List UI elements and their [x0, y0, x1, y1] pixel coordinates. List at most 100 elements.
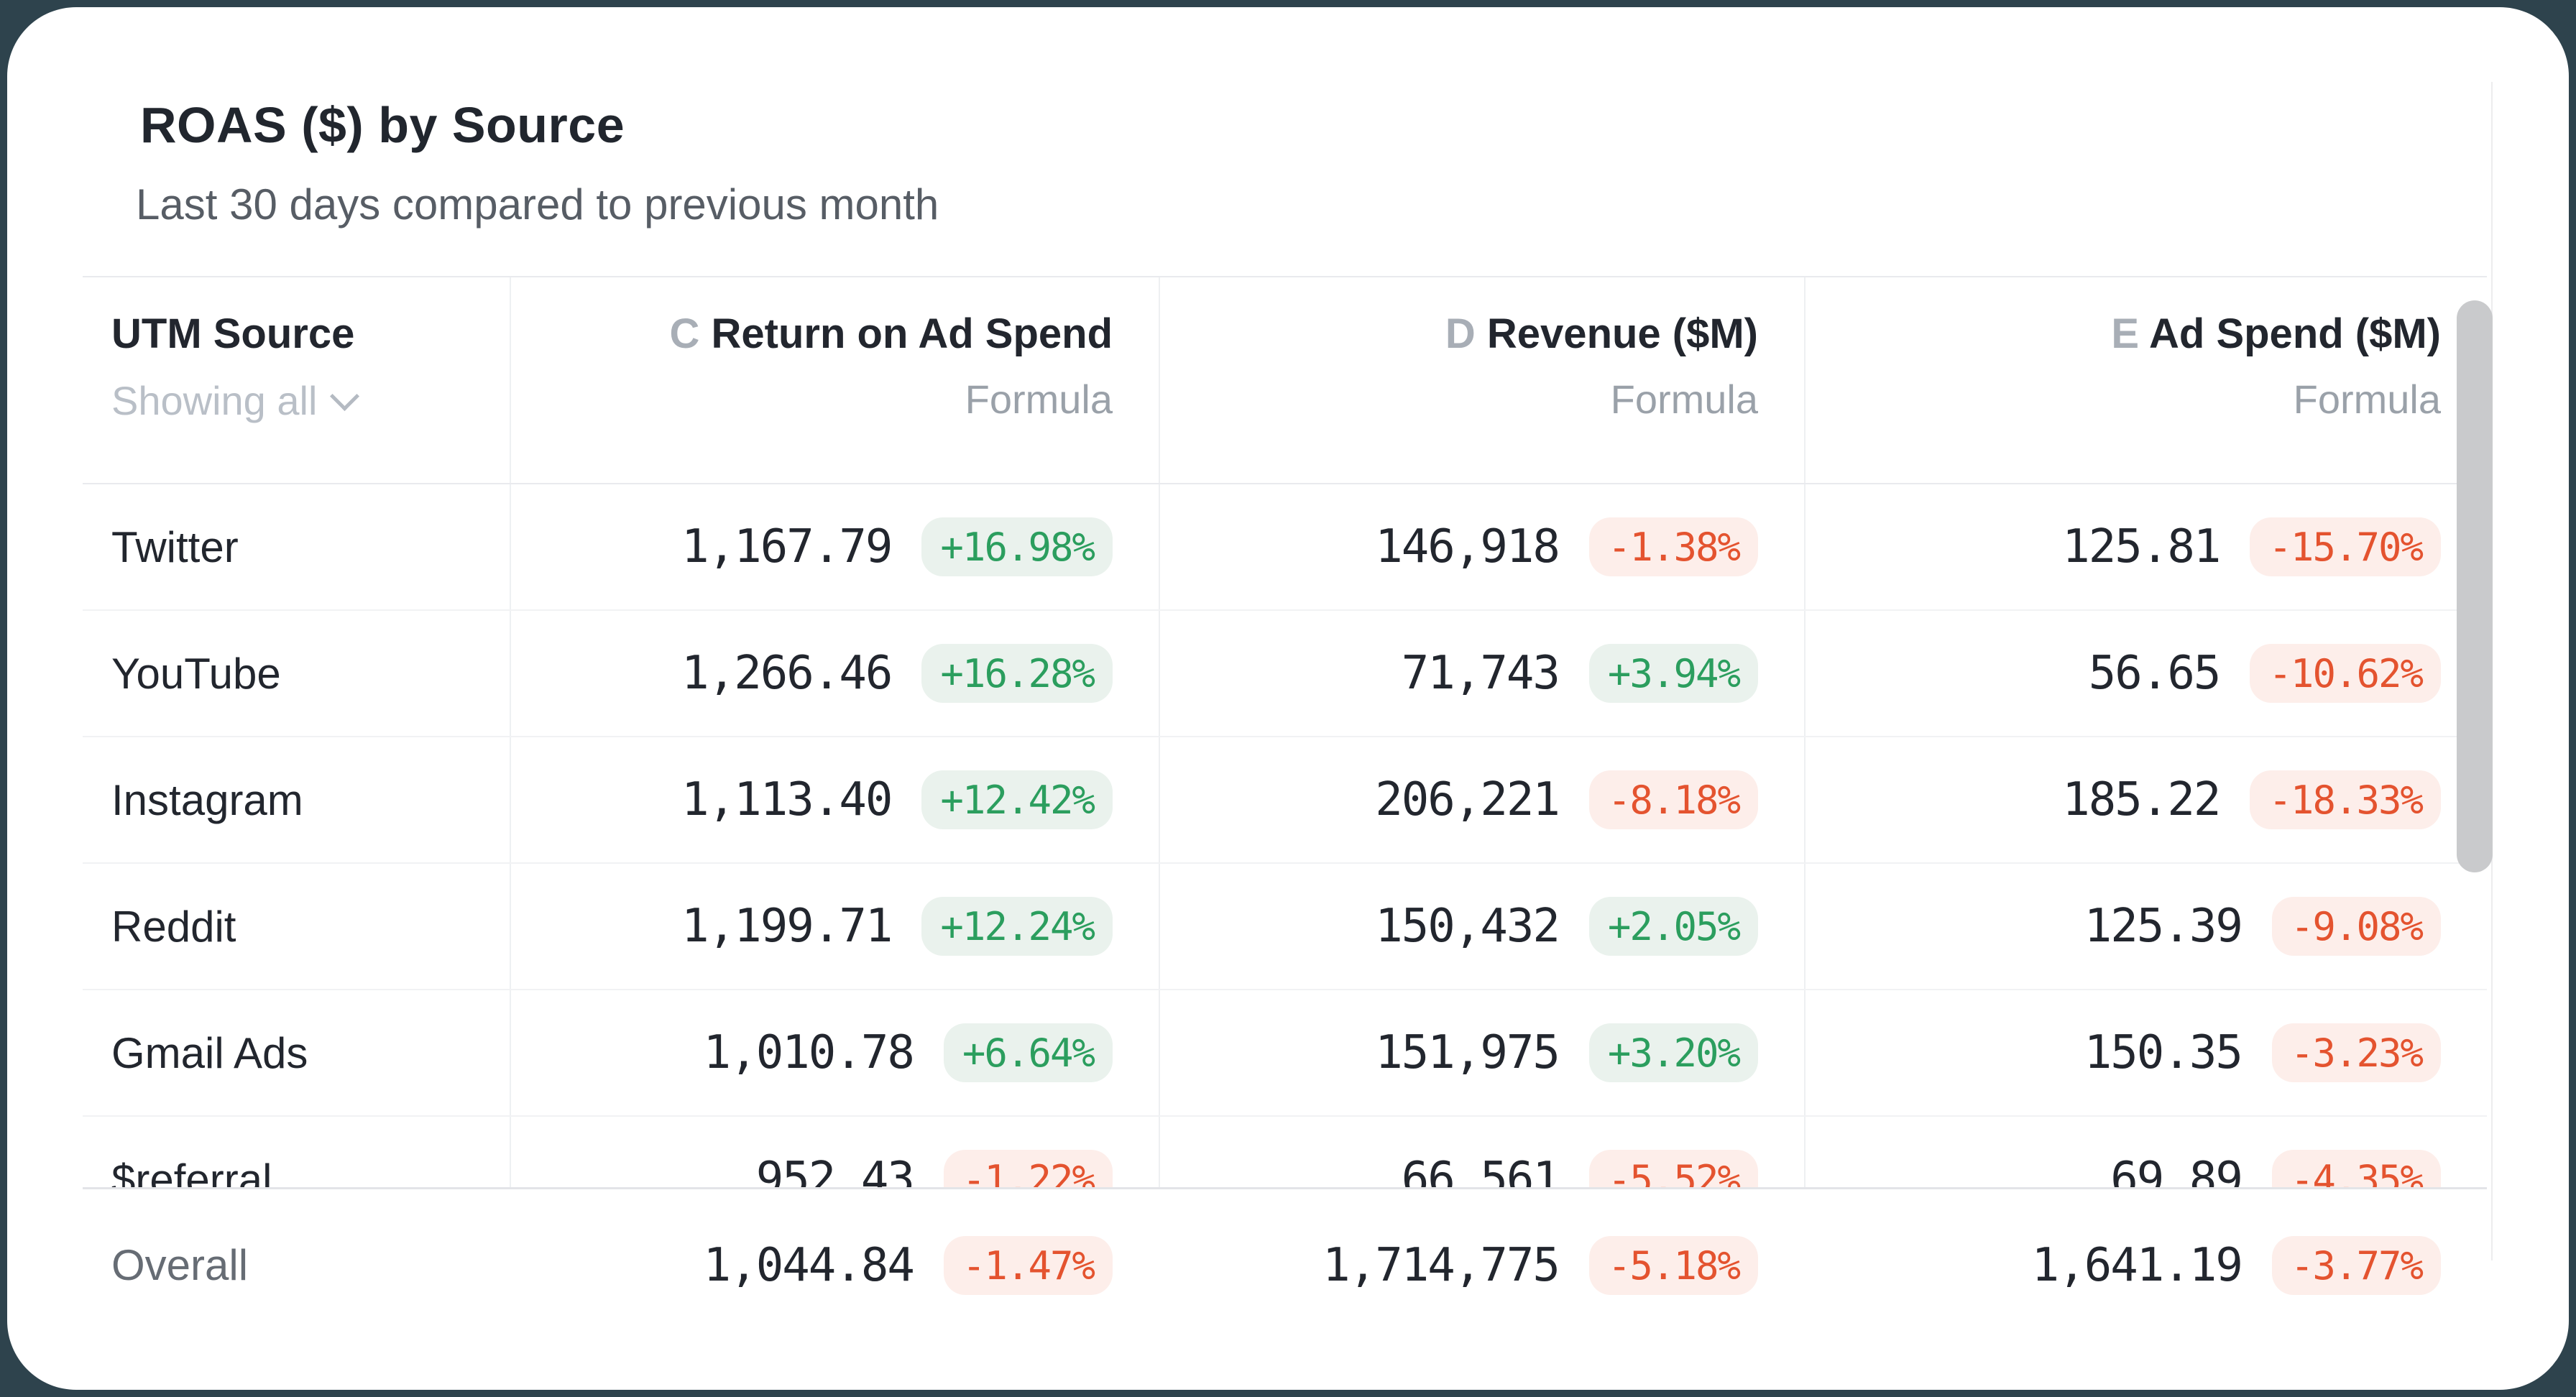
cell-value: 150.35 — [2084, 1026, 2243, 1079]
cell-revenue: 71,743 +3.94% — [1159, 611, 1804, 736]
delta-badge: -1.38% — [1588, 517, 1758, 576]
cell-revenue: 206,221 -8.18% — [1159, 737, 1804, 862]
cell-value: 1,167.79 — [681, 520, 893, 573]
cell-revenue: 146,918 -1.38% — [1159, 484, 1804, 609]
cell-ad-spend: 185.22 -18.33% — [1804, 737, 2487, 862]
table-body-viewport[interactable]: Twitter 1,167.79 +16.98% 146,918 -1.38% 12… — [83, 484, 2487, 1187]
cell-value: 66,561 — [1401, 1153, 1560, 1187]
roas-table: UTM Source Showing all C Return on Ad Sp… — [83, 276, 2487, 1341]
summary-row-label: Overall — [111, 1241, 249, 1289]
cell-ad-spend: 69.89 -4.35% — [1804, 1117, 2487, 1187]
column-letter: E — [2111, 310, 2140, 357]
page-subtitle: Last 30 days compared to previous month — [136, 180, 939, 229]
column-header-label: E Ad Spend ($M) — [1806, 310, 2441, 358]
cell-value: 1,044.84 — [703, 1238, 915, 1292]
source-filter-label: Showing all — [111, 378, 318, 423]
table-header-row: UTM Source Showing all C Return on Ad Sp… — [83, 276, 2487, 484]
delta-badge: -5.52% — [1588, 1150, 1758, 1187]
delta-badge: +12.24% — [921, 897, 1113, 956]
delta-badge: -18.33% — [2250, 770, 2441, 829]
delta-badge: -3.23% — [2271, 1023, 2441, 1082]
delta-badge: +3.20% — [1588, 1023, 1758, 1082]
card-header: ROAS ($) by Source Last 30 days compared… — [7, 7, 2569, 227]
column-header-label: UTM Source — [111, 310, 355, 357]
vertical-scrollbar-thumb[interactable] — [2457, 300, 2493, 872]
delta-badge: -9.08% — [2271, 897, 2441, 956]
cell-revenue: 151,975 +3.20% — [1159, 990, 1804, 1115]
cell-ad-spend: 56.65 -10.62% — [1804, 611, 2487, 736]
cell-revenue: 150,432 +2.05% — [1159, 864, 1804, 989]
column-letter: C — [669, 310, 700, 357]
table-row-gmail-ads: Gmail Ads 1,010.78 +6.64% 151,975 +3.20% 1… — [83, 990, 2487, 1117]
delta-badge: -5.18% — [1588, 1235, 1758, 1295]
cell-roas: 1,010.78 +6.64% — [510, 990, 1159, 1115]
cell-value: 125.81 — [2062, 520, 2221, 573]
cell-roas: 1,167.79 +16.98% — [510, 484, 1159, 609]
delta-badge: +12.42% — [921, 770, 1113, 829]
row-label: YouTube — [111, 649, 281, 698]
delta-badge: +3.94% — [1588, 644, 1758, 703]
table-row-referral: $referral 952.43 -1.22% 66,561 -5.52% 69.8… — [83, 1117, 2487, 1187]
row-label: $referral — [111, 1155, 272, 1188]
cell-roas: 1,113.40 +12.42% — [510, 737, 1159, 862]
cell-value: 125.39 — [2084, 900, 2243, 953]
table-row-instagram: Instagram 1,113.40 +12.42% 206,221 -8.18% … — [83, 737, 2487, 864]
formula-label: Formula — [1610, 377, 1758, 422]
row-label: Instagram — [111, 775, 303, 824]
delta-badge: +16.28% — [921, 644, 1113, 703]
cell-value: 146,918 — [1375, 520, 1560, 573]
column-name: Ad Spend ($M) — [2149, 310, 2441, 357]
cell-value: 1,266.46 — [681, 647, 893, 700]
delta-badge: -4.35% — [2271, 1150, 2441, 1187]
column-header-revenue[interactable]: D Revenue ($M) Formula — [1159, 277, 1804, 483]
delta-badge: +6.64% — [943, 1023, 1113, 1082]
cell-value: 1,199.71 — [681, 900, 893, 953]
cell-value: 1,113.40 — [681, 773, 893, 826]
delta-badge: -8.18% — [1588, 770, 1758, 829]
cell-value: 952.43 — [755, 1153, 915, 1187]
cell-ad-spend: 125.39 -9.08% — [1804, 864, 2487, 989]
delta-badge: -10.62% — [2250, 644, 2441, 703]
summary-cell-revenue: 1,714,775 -5.18% — [1159, 1189, 1804, 1341]
column-header-utm-source: UTM Source Showing all — [83, 277, 510, 483]
cell-value: 1,641.19 — [2031, 1238, 2243, 1292]
cell-value: 1,010.78 — [703, 1026, 915, 1079]
cell-value: 56.65 — [2088, 647, 2222, 700]
row-label: Twitter — [111, 522, 239, 571]
column-header-return-on-ad-spend[interactable]: C Return on Ad Spend Formula — [510, 277, 1159, 483]
column-header-label: C Return on Ad Spend — [511, 310, 1113, 358]
column-name: Return on Ad Spend — [711, 310, 1113, 357]
delta-badge: +16.98% — [921, 517, 1113, 576]
cell-ad-spend: 125.81 -15.70% — [1804, 484, 2487, 609]
page-title: ROAS ($) by Source — [140, 97, 625, 153]
delta-badge: -1.47% — [943, 1235, 1113, 1295]
cell-roas: 1,266.46 +16.28% — [510, 611, 1159, 736]
delta-badge: -1.22% — [943, 1150, 1113, 1187]
column-letter: D — [1445, 310, 1476, 357]
column-header-label: D Revenue ($M) — [1160, 310, 1758, 358]
formula-label: Formula — [965, 377, 1113, 422]
cell-value: 150,432 — [1375, 900, 1560, 953]
cell-ad-spend: 150.35 -3.23% — [1804, 990, 2487, 1115]
table-row-twitter: Twitter 1,167.79 +16.98% 146,918 -1.38% 12… — [83, 484, 2487, 611]
summary-cell-ad-spend: 1,641.19 -3.77% — [1804, 1189, 2487, 1341]
formula-label: Formula — [2293, 377, 2441, 422]
roas-widget-card: ROAS ($) by Source Last 30 days compared… — [7, 7, 2569, 1390]
cell-value: 1,714,775 — [1322, 1238, 1560, 1292]
table-summary-row: Overall 1,044.84 -1.47% 1,714,775 -5.18% 1… — [83, 1187, 2487, 1341]
source-filter-dropdown[interactable]: Showing all — [111, 378, 360, 423]
row-label: Reddit — [111, 902, 236, 951]
cell-value: 185.22 — [2062, 773, 2221, 826]
row-label: Gmail Ads — [111, 1028, 308, 1077]
cell-value: 206,221 — [1375, 773, 1560, 826]
summary-cell-roas: 1,044.84 -1.47% — [510, 1189, 1159, 1341]
cell-roas: 952.43 -1.22% — [510, 1117, 1159, 1187]
table-row-youtube: YouTube 1,266.46 +16.28% 71,743 +3.94% 56.… — [83, 611, 2487, 737]
cell-value: 151,975 — [1375, 1026, 1560, 1079]
delta-badge: +2.05% — [1588, 897, 1758, 956]
table-row-reddit: Reddit 1,199.71 +12.24% 150,432 +2.05% 125… — [83, 864, 2487, 990]
column-header-ad-spend[interactable]: E Ad Spend ($M) Formula — [1804, 277, 2487, 483]
delta-badge: -3.77% — [2271, 1235, 2441, 1295]
delta-badge: -15.70% — [2250, 517, 2441, 576]
cell-value: 69.89 — [2110, 1153, 2243, 1187]
